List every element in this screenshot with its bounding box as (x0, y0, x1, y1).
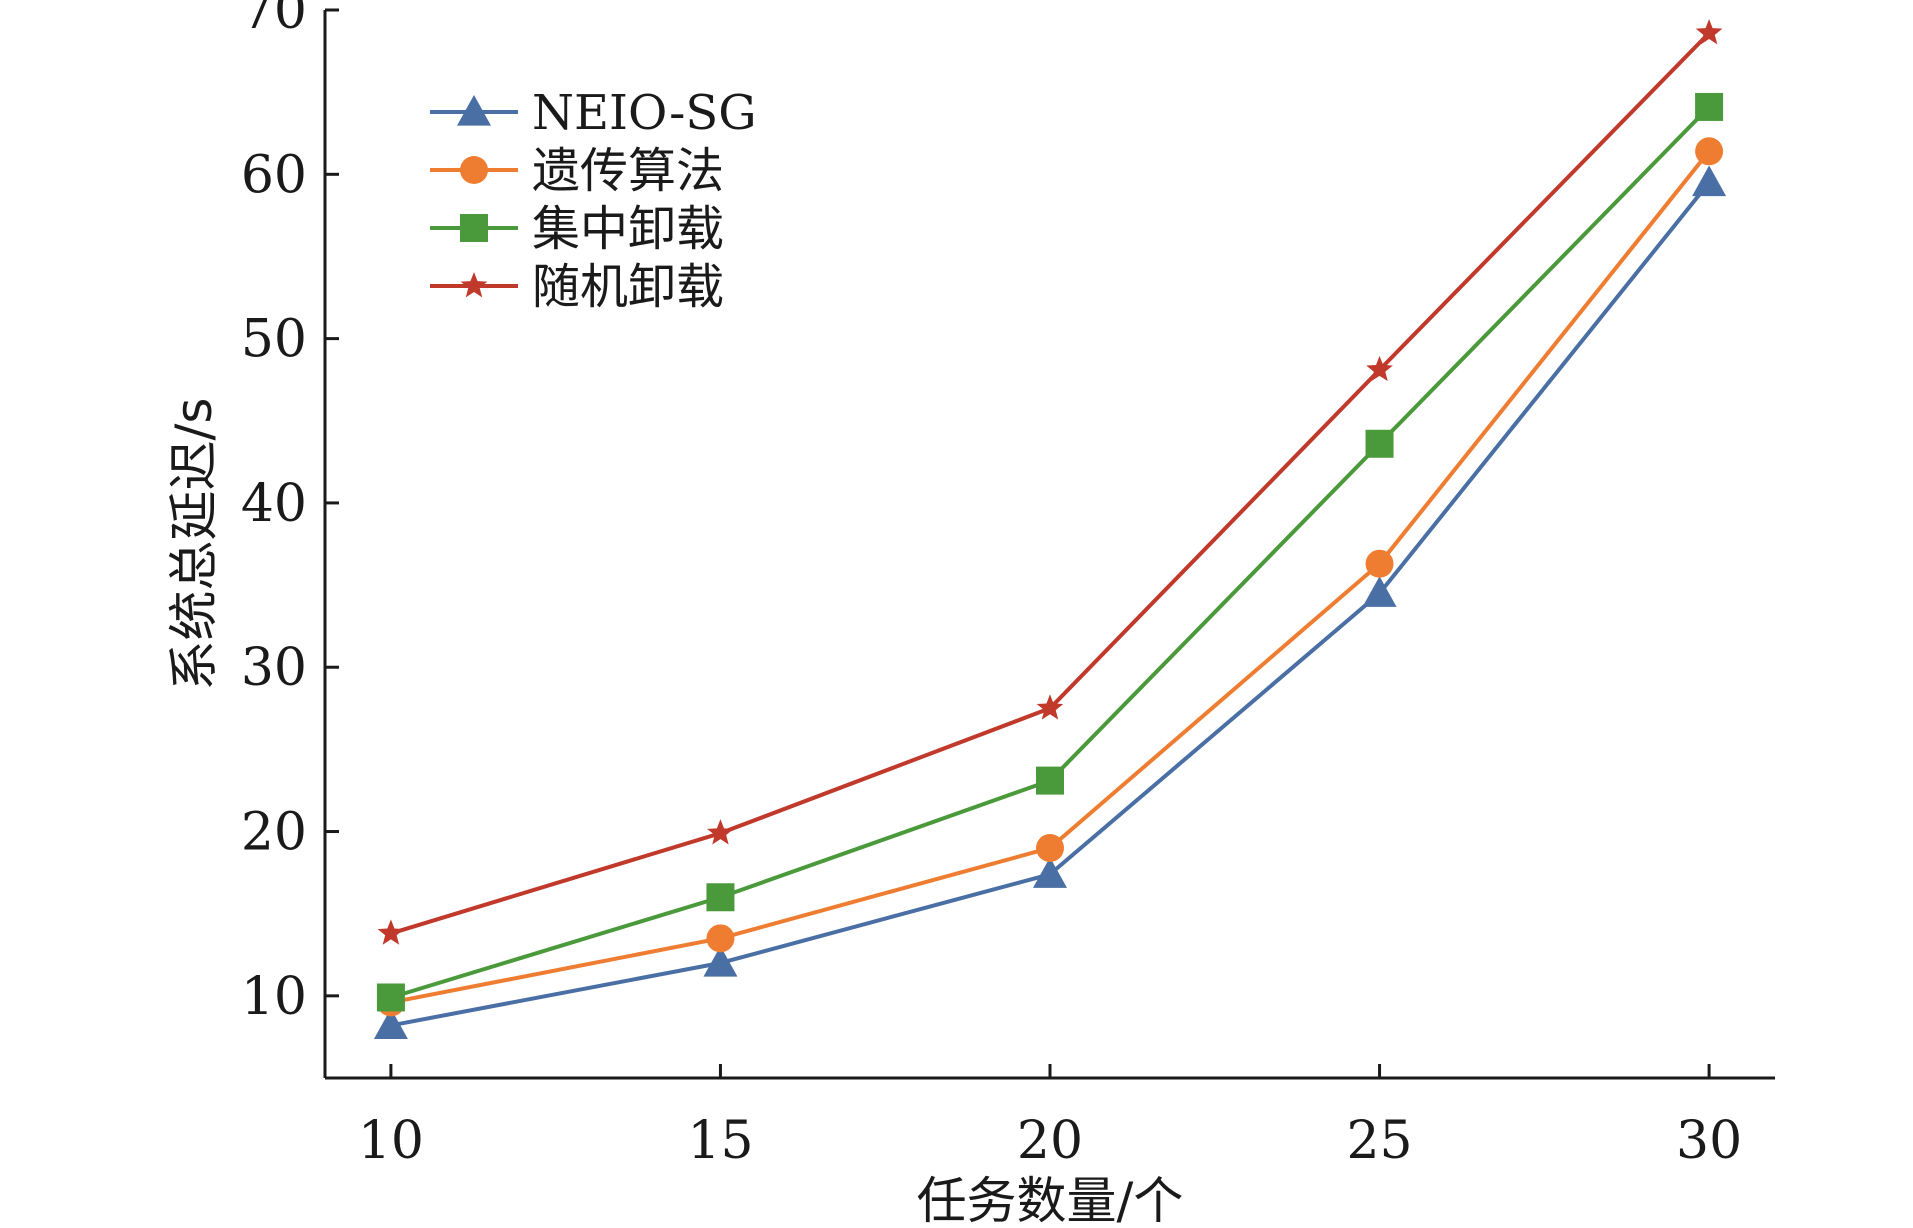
y-axis-title: 系统总延迟/s (165, 398, 223, 691)
x-tick-label: 25 (1346, 1111, 1412, 1171)
legend-label: 遗传算法 (532, 143, 724, 199)
series-layer (373, 19, 1727, 1040)
series-1 (373, 165, 1727, 1040)
data-point (706, 883, 735, 912)
y-tick-label: 40 (241, 474, 307, 534)
data-point (376, 983, 405, 1012)
legend-entry: 遗传算法 (430, 143, 724, 199)
legend-label: 随机卸载 (532, 259, 724, 315)
data-point (706, 924, 735, 953)
data-point (1362, 576, 1397, 607)
x-tick-label: 15 (687, 1111, 753, 1171)
legend-entry: NEIO-SG (430, 85, 757, 141)
axes: 10 15 20 25 30 10 20 30 40 50 60 70 (241, 0, 1775, 1171)
data-point (1033, 857, 1067, 888)
x-axis-title: 任务数量/个 (917, 1172, 1184, 1228)
x-tick-label: 20 (1017, 1111, 1083, 1171)
y-tick-label: 50 (241, 310, 307, 370)
data-point (377, 919, 405, 945)
series-4 (377, 19, 1723, 945)
data-point (1366, 355, 1393, 382)
y-tick-label: 30 (241, 638, 307, 698)
legend-label: 集中卸载 (532, 201, 724, 257)
data-point (1695, 137, 1724, 166)
data-point (703, 945, 738, 977)
data-point (1036, 694, 1064, 720)
data-point (707, 819, 734, 845)
x-tick-label: 30 (1676, 1111, 1742, 1171)
series-3 (376, 92, 1724, 1012)
y-tick-label: 10 (241, 967, 307, 1027)
data-point (1036, 833, 1064, 862)
data-point (1365, 429, 1394, 458)
data-point (1692, 165, 1727, 197)
data-point (1695, 19, 1723, 45)
series-2 (376, 137, 1724, 1017)
legend-marker (460, 214, 488, 242)
y-tick-label: 70 (241, 0, 307, 41)
data-point (1695, 92, 1724, 121)
x-tick-label: 10 (358, 1111, 424, 1171)
legend-marker (460, 272, 488, 298)
y-tick-label: 20 (241, 803, 307, 863)
legend-label: NEIO-SG (532, 85, 757, 141)
legend-entry: 随机卸载 (430, 259, 724, 315)
data-point (1365, 549, 1394, 578)
legend-entry: 集中卸载 (430, 201, 724, 257)
legend-marker (457, 95, 491, 126)
data-point (1036, 766, 1064, 795)
legend-marker (460, 156, 488, 184)
y-tick-label: 60 (241, 145, 307, 205)
data-point (373, 1008, 408, 1040)
